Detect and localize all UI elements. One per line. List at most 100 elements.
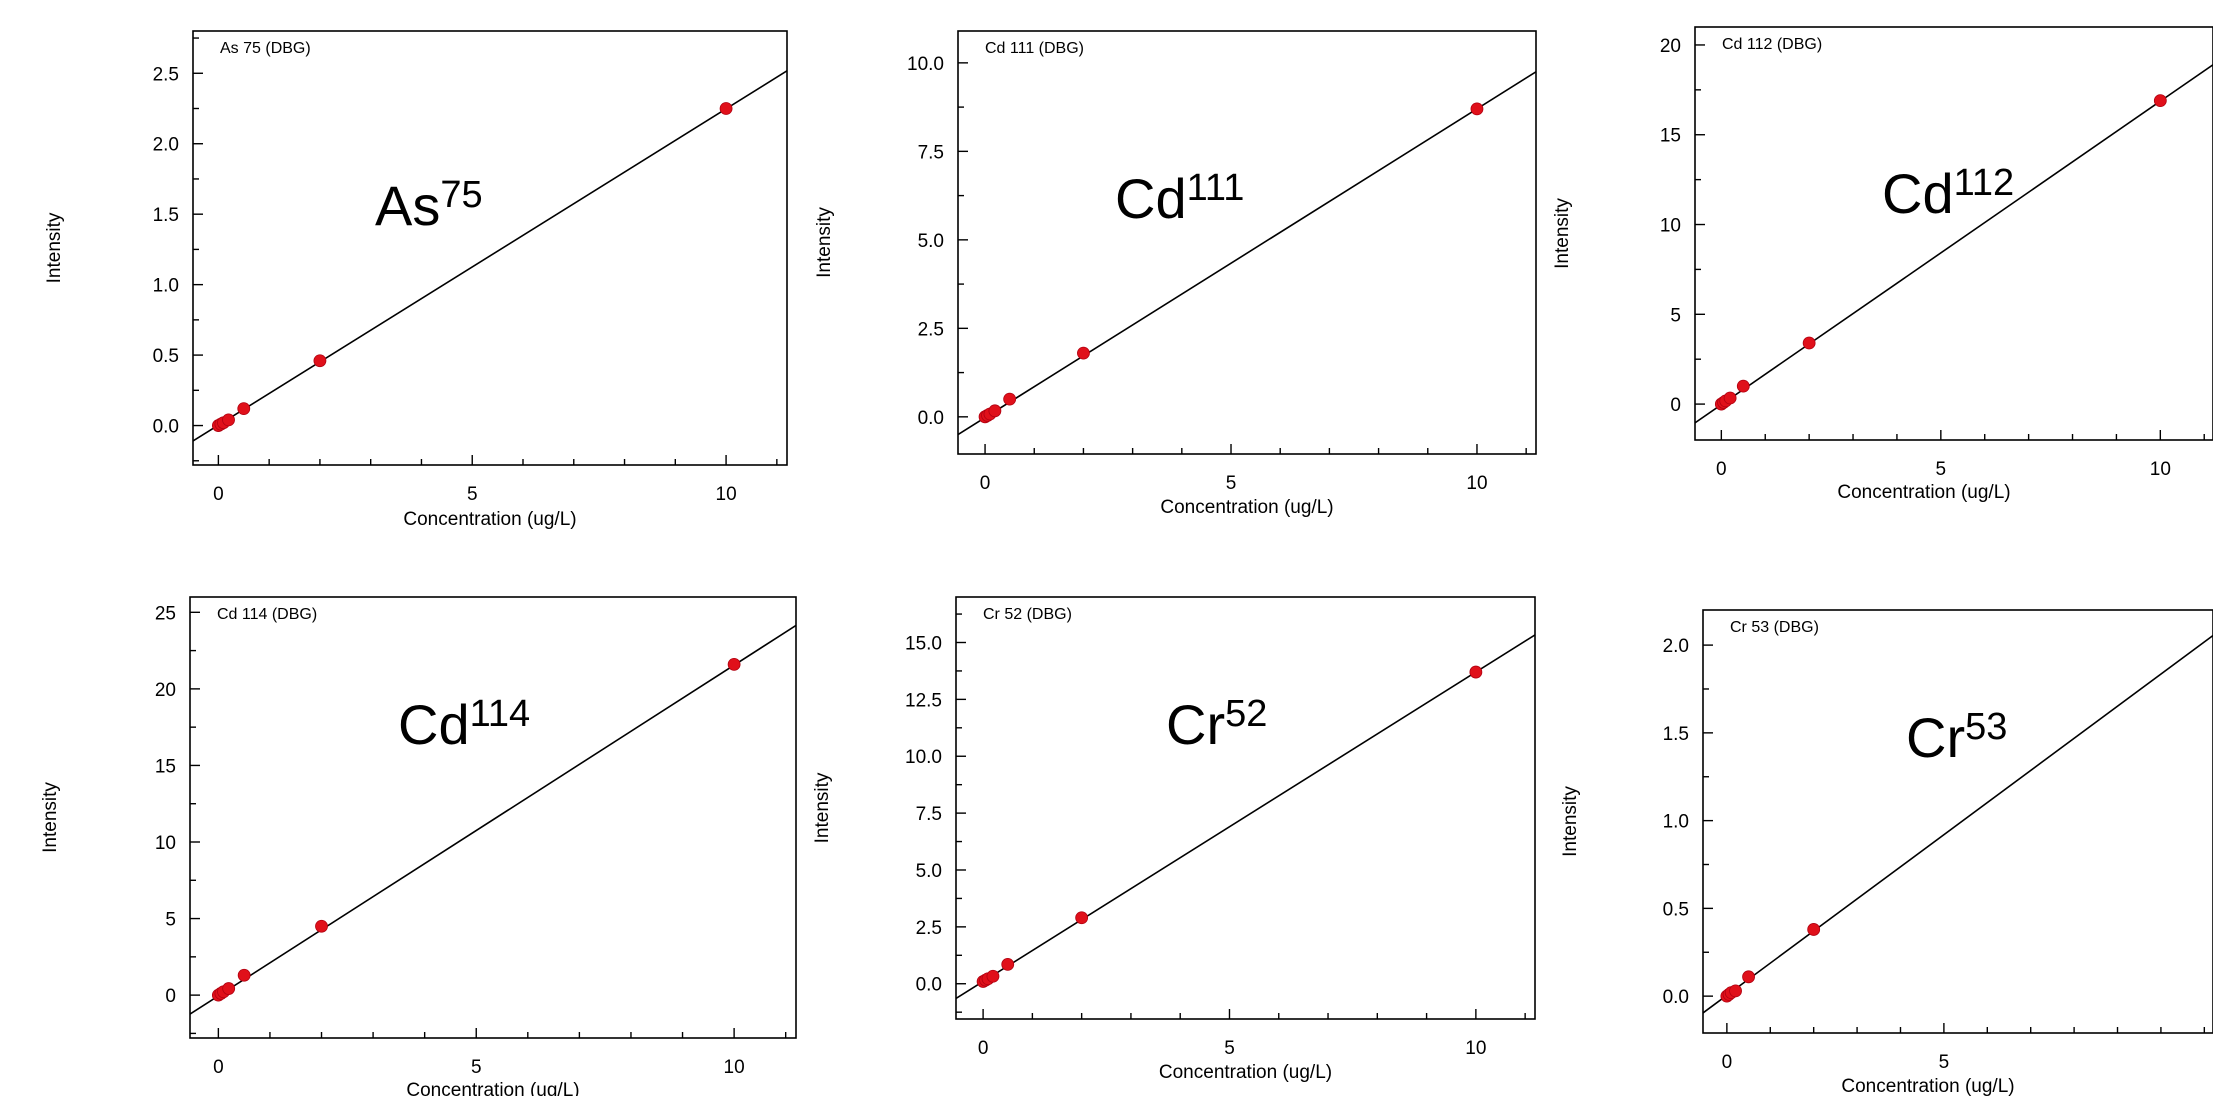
x-tick-label: 5 <box>1939 1052 1950 1073</box>
y-tick-label: 1.0 <box>1663 812 1689 833</box>
data-point <box>1802 336 1816 350</box>
y-tick-label: 10.0 <box>905 747 942 768</box>
data-point <box>237 968 251 982</box>
element-label: Cd111 <box>1115 167 1244 230</box>
y-tick-label: 5 <box>165 910 176 931</box>
x-tick-label: 0 <box>1722 1052 1733 1073</box>
data-point <box>1807 923 1821 936</box>
y-axis-label: Intensity <box>40 782 61 853</box>
x-tick-label: 10 <box>716 484 737 505</box>
element-symbol: As <box>375 174 440 237</box>
y-tick-label: 0.0 <box>918 408 944 429</box>
calibration-fit-line <box>1695 64 2213 424</box>
y-tick-label: 0.5 <box>153 346 179 367</box>
calibration-panel-3: 0 5 10 0 5 10 15 20 Concentration (ug/L) Intensit… <box>1552 26 2213 503</box>
data-point <box>1742 970 1755 984</box>
data-point <box>1470 102 1484 116</box>
x-tick-label: 0 <box>213 484 224 505</box>
x-tick-label: 5 <box>471 1057 482 1078</box>
x-tick-label: 5 <box>1226 473 1237 494</box>
x-axis-label: Concentration (ug/L) <box>406 1080 579 1096</box>
y-tick-label: 2.5 <box>918 319 944 340</box>
y-tick-label: 12.5 <box>905 690 942 711</box>
calibration-panel-1: 0 5 10 0.0 0.5 1.0 1.5 2.0 2.5 Concentration (ug/… <box>44 30 788 530</box>
y-tick-label: 20 <box>155 680 176 701</box>
x-tick-label: 10 <box>724 1057 745 1078</box>
y-tick-label: 5.0 <box>916 861 942 882</box>
element-label: Cr52 <box>1166 693 1267 756</box>
plot-frame <box>955 596 1536 1020</box>
data-point <box>2153 94 2167 108</box>
panel-corner-label: As 75 (DBG) <box>220 40 311 57</box>
y-axis-label: Intensity <box>1552 198 1573 269</box>
calibration-fit-line <box>1703 634 2213 1014</box>
y-tick-label: 0.0 <box>916 975 942 996</box>
y-tick-label: 10 <box>155 833 176 854</box>
isotope-superscript: 112 <box>1954 162 2015 204</box>
data-point <box>986 969 1000 983</box>
y-tick-label: 1.0 <box>153 276 179 297</box>
x-tick-label: 5 <box>467 484 478 505</box>
y-tick-label: 20 <box>1660 36 1681 57</box>
calibration-fit-line <box>958 71 1536 436</box>
element-symbol: Cr <box>1906 706 1965 769</box>
x-axis-label: Concentration (ug/L) <box>1160 497 1333 518</box>
panel-corner-label: Cd 114 (DBG) <box>217 606 317 623</box>
x-tick-label: 0 <box>1716 459 1727 480</box>
data-point <box>1003 392 1017 406</box>
x-tick-label: 0 <box>213 1057 224 1078</box>
y-tick-label: 0 <box>165 986 176 1007</box>
panel-corner-label: Cd 111 (DBG) <box>985 40 1084 57</box>
y-tick-label: 0 <box>1670 395 1681 416</box>
y-tick-label: 2.5 <box>916 918 942 939</box>
element-symbol: Cd <box>398 693 470 756</box>
isotope-superscript: 111 <box>1187 167 1245 209</box>
x-tick-label: 5 <box>1936 459 1947 480</box>
y-tick-label: 15 <box>155 756 176 777</box>
y-tick-label: 2.0 <box>153 135 179 156</box>
plot-frame <box>957 30 1537 455</box>
x-axis-label: Concentration (ug/L) <box>403 509 576 530</box>
data-point <box>1001 958 1015 971</box>
y-tick-label: 1.5 <box>1663 724 1689 745</box>
calibration-fit-line <box>190 624 796 1015</box>
x-tick-label: 10 <box>1465 1038 1486 1059</box>
calibration-panel-5: 0 5 10 0.0 2.5 5.0 7.5 10.0 12.5 15.0 Concentratio… <box>812 596 1536 1083</box>
y-tick-label: 10 <box>1660 216 1681 237</box>
y-tick-label: 7.5 <box>918 142 944 163</box>
data-point <box>222 413 235 427</box>
calibration-panel-2: 0 5 10 0.0 2.5 5.0 7.5 10.0 Concentration (ug/L)… <box>814 30 1537 518</box>
y-axis-label: Intensity <box>814 207 835 278</box>
data-point <box>988 404 1002 418</box>
isotope-superscript: 52 <box>1225 693 1267 735</box>
y-tick-label: 2.0 <box>1663 636 1689 657</box>
x-axis-label: Concentration (ug/L) <box>1837 482 2010 503</box>
data-point <box>727 657 741 671</box>
x-axis-label: Concentration (ug/L) <box>1159 1062 1332 1083</box>
isotope-superscript: 75 <box>440 174 482 216</box>
y-tick-label: 5.0 <box>918 231 944 252</box>
data-point <box>1729 984 1742 998</box>
data-point <box>222 982 236 995</box>
element-symbol: Cd <box>1882 162 1954 225</box>
y-tick-label: 15.0 <box>905 633 942 654</box>
element-symbol: Cd <box>1115 167 1187 230</box>
y-tick-label: 1.5 <box>153 205 179 226</box>
x-tick-label: 0 <box>978 1038 989 1059</box>
x-tick-label: 10 <box>1466 473 1487 494</box>
element-symbol: Cr <box>1166 693 1225 756</box>
element-label: Cd114 <box>398 693 530 756</box>
x-tick-label: 10 <box>2150 459 2171 480</box>
calibration-panel-6: 0 5 0.0 0.5 1.0 1.5 2.0 Concentration (ug/L) Int… <box>1560 609 2213 1096</box>
calibration-fit-line <box>193 70 787 442</box>
y-axis-label: Intensity <box>1560 786 1581 857</box>
plot-frame <box>189 596 797 1039</box>
panel-corner-label: Cd 112 (DBG) <box>1722 36 1822 53</box>
plot-frame <box>1702 609 2213 1034</box>
y-tick-label: 0.0 <box>153 417 179 438</box>
data-point <box>1077 346 1090 360</box>
data-point <box>315 919 328 933</box>
y-axis-label: Intensity <box>44 212 65 283</box>
element-label: Cr53 <box>1906 706 2007 769</box>
